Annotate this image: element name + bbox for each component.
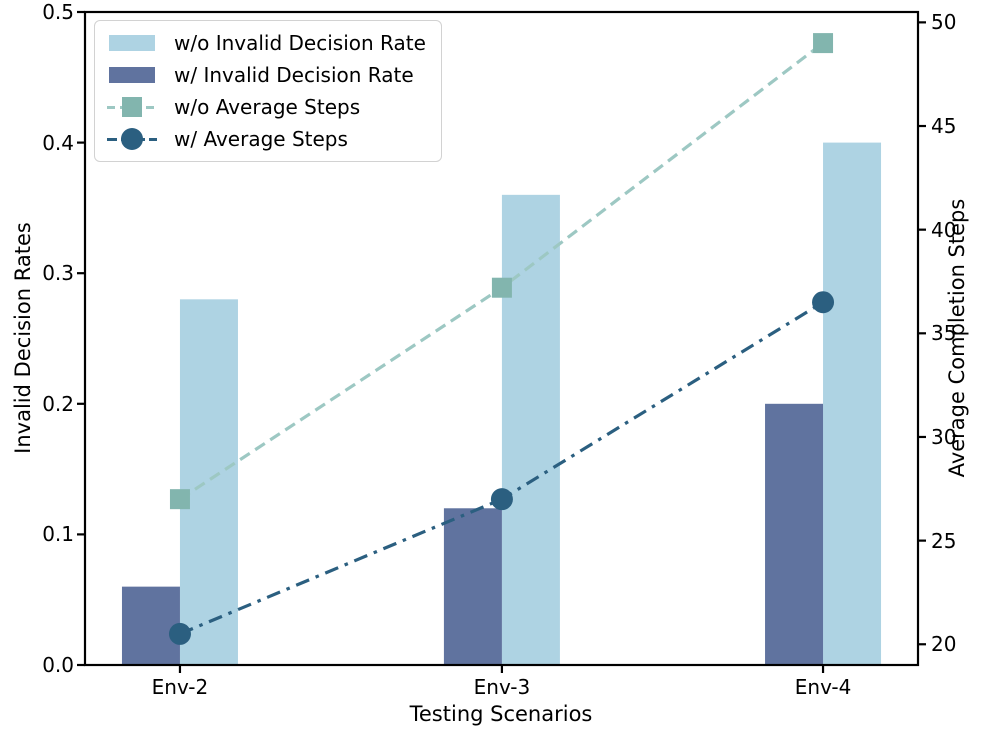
light-bar-swatch xyxy=(109,35,155,51)
x-tick-label: Env-3 xyxy=(473,675,531,699)
legend-item-w-invalid-decision-rate: w/ Invalid Decision Rate xyxy=(107,63,426,87)
square-marker-Env-2 xyxy=(169,489,190,510)
y-tick-label-left: 0.5 xyxy=(42,0,74,24)
bar-with-Env-4 xyxy=(765,403,824,665)
legend: w/o Invalid Decision Rate w/ Invalid Dec… xyxy=(94,20,442,162)
x-tick-label: Env-4 xyxy=(794,675,852,699)
y-tick-label-left: 0.4 xyxy=(42,130,74,155)
y-tick-label-right: 35 xyxy=(931,321,957,346)
y-tick-label-right: 40 xyxy=(931,217,957,242)
bar-with-Env-2 xyxy=(121,586,180,665)
legend-swatch-light-bar xyxy=(107,32,157,54)
legend-swatch-dark-bar xyxy=(107,64,157,86)
x-axis-label: Testing Scenarios xyxy=(409,702,593,726)
y-tick-label-right: 20 xyxy=(931,632,957,657)
legend-label: w/o Invalid Decision Rate xyxy=(174,31,426,55)
y-tick-label-right: 30 xyxy=(931,424,957,449)
circle-marker-icon xyxy=(121,128,143,150)
y-tick-label-right: 45 xyxy=(931,114,957,139)
y-tick-label-left: 0.0 xyxy=(42,653,74,677)
dark-bar-swatch xyxy=(109,67,155,83)
legend-swatch-dashed-line-square xyxy=(107,96,157,118)
bar-with-Env-3 xyxy=(443,508,502,665)
circle-marker-Env-2 xyxy=(168,622,191,645)
bar-without-Env-4 xyxy=(823,142,882,666)
y-tick-label-right: 25 xyxy=(931,528,957,553)
square-marker-Env-4 xyxy=(813,33,834,54)
y-axis-label-left: Invalid Decision Rates xyxy=(11,222,35,454)
legend-swatch-dashdot-line-circle xyxy=(107,128,157,150)
legend-item-wo-average-steps: w/o Average Steps xyxy=(107,95,426,119)
square-marker-icon xyxy=(122,97,142,117)
legend-item-w-average-steps: w/ Average Steps xyxy=(107,127,426,151)
y-tick-label-left: 0.2 xyxy=(42,391,74,416)
legend-item-wo-invalid-decision-rate: w/o Invalid Decision Rate xyxy=(107,31,426,55)
y-tick-label-left: 0.1 xyxy=(42,522,74,547)
bar-without-Env-2 xyxy=(179,299,238,665)
legend-label: w/o Average Steps xyxy=(174,95,361,119)
x-tick-label: Env-2 xyxy=(151,675,209,699)
legend-label: w/ Invalid Decision Rate xyxy=(174,63,414,87)
y-tick-label-left: 0.3 xyxy=(42,261,74,286)
legend-label: w/ Average Steps xyxy=(174,127,348,151)
y-tick-label-right: 50 xyxy=(931,10,957,35)
circle-marker-Env-4 xyxy=(812,291,835,314)
circle-marker-Env-3 xyxy=(490,488,513,511)
square-marker-Env-3 xyxy=(491,277,512,298)
bar-without-Env-3 xyxy=(501,194,560,665)
